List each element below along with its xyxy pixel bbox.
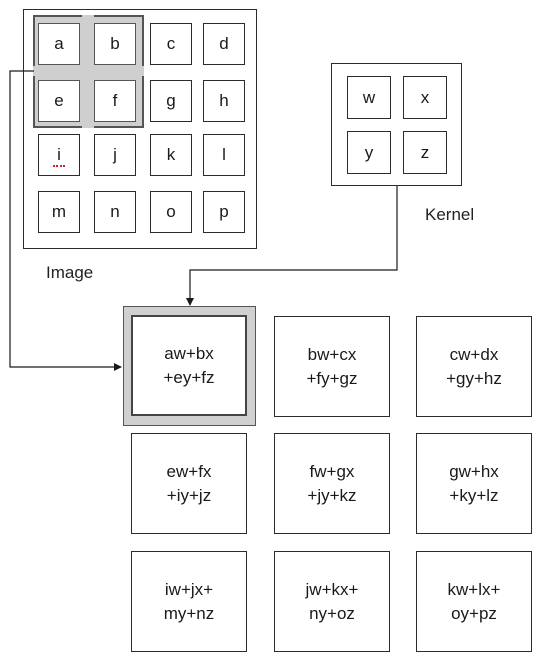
output-cell-9-line2: oy+pz xyxy=(451,603,497,623)
output-cell-1-line1: aw+bx xyxy=(164,343,214,363)
output-cell-4: ew+fx +iy+jz xyxy=(131,433,247,534)
image-cell-o: o xyxy=(150,191,192,233)
output-cell-6: gw+hx +ky+lz xyxy=(416,433,532,534)
kernel-cell-z: z xyxy=(403,131,447,174)
output-cell-4-line1: ew+fx xyxy=(166,461,212,481)
output-cell-9: kw+lx+ oy+pz xyxy=(416,551,532,652)
output-cell-3-line2: +gy+hz xyxy=(446,368,502,388)
output-cell-2-line1: bw+cx xyxy=(307,344,357,364)
output-cell-6-line1: gw+hx xyxy=(449,461,499,481)
image-cell-l: l xyxy=(203,134,245,176)
image-cell-g: g xyxy=(150,80,192,122)
output-cell-3: cw+dx +gy+hz xyxy=(416,316,532,417)
image-cell-e: e xyxy=(38,80,80,122)
output-cell-9-line1: kw+lx+ xyxy=(447,579,501,599)
output-cell-8-line2: ny+oz xyxy=(309,603,355,623)
output-cell-5-line1: fw+gx xyxy=(309,461,355,481)
image-cell-j: j xyxy=(94,134,136,176)
image-cell-k: k xyxy=(150,134,192,176)
output-cell-6-line2: +ky+lz xyxy=(449,485,499,505)
output-cell-8: jw+kx+ ny+oz xyxy=(274,551,390,652)
output-cell-3-line1: cw+dx xyxy=(449,344,499,364)
kernel-to-output-arrow xyxy=(186,186,398,306)
kernel-cell-y: y xyxy=(347,131,391,174)
selection-divider-horizontal xyxy=(33,66,144,76)
image-cell-m: m xyxy=(38,191,80,233)
image-label: Image xyxy=(46,263,94,282)
output-cell-8-line1: jw+kx+ xyxy=(305,579,359,599)
image-cell-b: b xyxy=(94,23,136,65)
output-cell-1-line2: +ey+fz xyxy=(163,367,215,387)
kernel-cell-w: w xyxy=(347,76,391,119)
output-cell-7-line1: iw+jx+ xyxy=(164,579,214,599)
image-cell-f: f xyxy=(94,80,136,122)
image-to-output-arrow xyxy=(9,70,122,371)
image-cell-n: n xyxy=(94,191,136,233)
image-cell-p: p xyxy=(203,191,245,233)
image-cell-i: i xyxy=(38,134,80,176)
output-cell-2-line2: +fy+gz xyxy=(306,368,358,388)
image-cell-d: d xyxy=(203,23,245,65)
output-cell-5-line2: +jy+kz xyxy=(307,485,357,505)
output-cell-5: fw+gx +jy+kz xyxy=(274,433,390,534)
image-cell-a: a xyxy=(38,23,80,65)
output-cell-1: aw+bx +ey+fz xyxy=(131,315,247,416)
output-cell-7-line2: my+nz xyxy=(163,603,215,623)
output-cell-4-line2: +iy+jz xyxy=(166,485,212,505)
output-cell-2: bw+cx +fy+gz xyxy=(274,316,390,417)
kernel-cell-x: x xyxy=(403,76,447,119)
image-cell-h: h xyxy=(203,80,245,122)
kernel-label: Kernel xyxy=(425,205,475,224)
spellcheck-underline xyxy=(53,162,65,167)
output-cell-7: iw+jx+ my+nz xyxy=(131,551,247,652)
image-cell-c: c xyxy=(150,23,192,65)
